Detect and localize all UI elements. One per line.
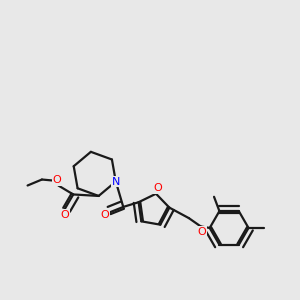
- Text: O: O: [61, 210, 69, 220]
- Text: N: N: [112, 176, 120, 187]
- Text: O: O: [52, 175, 61, 185]
- Text: O: O: [100, 210, 109, 220]
- Text: O: O: [197, 227, 206, 237]
- Text: O: O: [153, 183, 162, 194]
